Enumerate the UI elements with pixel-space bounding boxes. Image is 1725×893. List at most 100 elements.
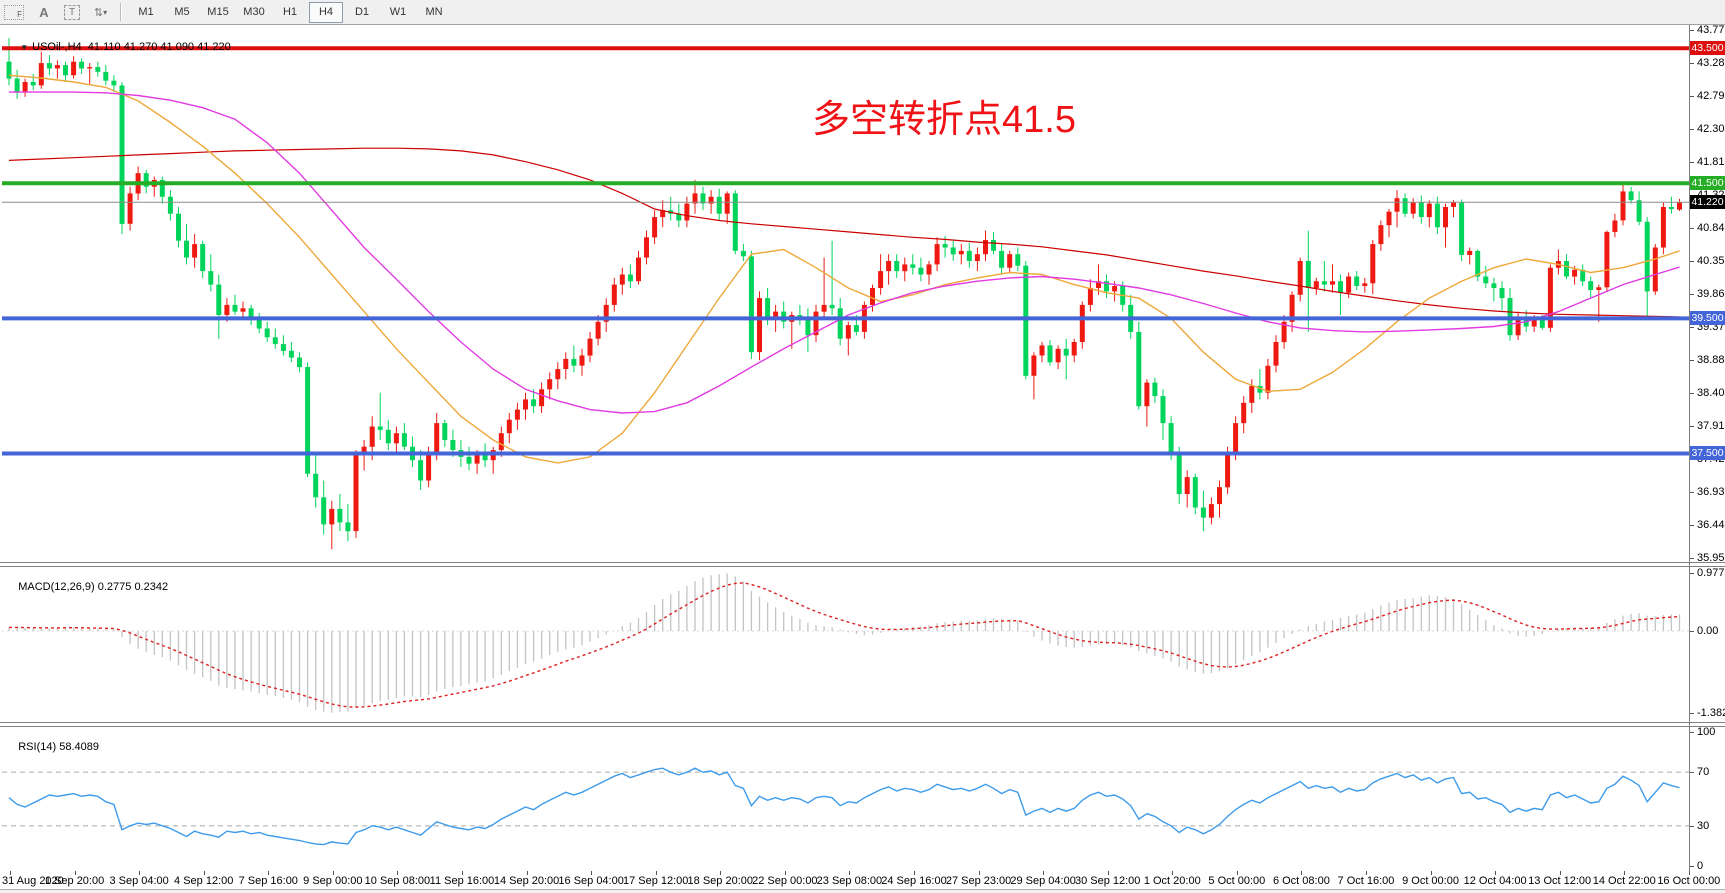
date-tick-mark <box>1043 871 1045 875</box>
rsi-tick-label: 0 <box>1697 860 1704 872</box>
date-tick-label: 29 Sep 04:00 <box>1010 875 1076 887</box>
price-tick-label: 41.810 <box>1697 156 1725 169</box>
timeframe-button-m15[interactable]: M15 <box>207 6 229 18</box>
price-tick-mark <box>1689 294 1694 296</box>
timeframe-button-m30[interactable]: M30 <box>243 6 265 18</box>
price-tick-label: 42.790 <box>1697 90 1725 103</box>
text-icon[interactable]: A <box>39 4 49 20</box>
rsi-tick-label: 100 <box>1697 726 1716 738</box>
date-tick-label: 16 Oct 00:00 <box>1657 875 1721 887</box>
rsi-tick-label: 30 <box>1697 819 1710 832</box>
price-tick-label: 36.930 <box>1697 485 1725 498</box>
price-tick-label: 38.880 <box>1697 354 1725 367</box>
timeframe-button-m5[interactable]: M5 <box>174 6 190 18</box>
text-label-icon[interactable]: T <box>64 4 80 20</box>
date-tick-mark <box>1624 871 1626 875</box>
level-price-badge: 43.500 <box>1690 41 1725 56</box>
date-tick-label: 16 Sep 04:00 <box>558 875 624 887</box>
timeframe-button-d1[interactable]: D1 <box>354 6 370 18</box>
fibonacci-icon[interactable]: F <box>4 4 24 20</box>
arrows-icon[interactable]: ⇅ ▾ <box>93 6 107 19</box>
date-tick-mark <box>10 871 11 875</box>
date-tick-label: 14 Sep 20:00 <box>493 875 560 887</box>
rsi-tick-mark <box>1689 825 1694 827</box>
rsi-line <box>8 767 1680 846</box>
date-tick-mark <box>74 871 76 875</box>
macd-tick-mark <box>1689 712 1694 714</box>
panel-separator-rsi[interactable] <box>0 722 1725 727</box>
dropdown-caret-icon[interactable]: ▾ <box>103 7 107 17</box>
chevron-down-icon[interactable]: ▼ <box>20 43 29 52</box>
price-tick-mark <box>1689 30 1694 31</box>
price-tick-mark <box>1689 327 1694 329</box>
macd-tick-label: -1.382 <box>1697 706 1725 719</box>
rsi-tick-label: 70 <box>1697 766 1710 779</box>
date-tick-mark <box>1107 871 1109 875</box>
date-tick-label: 22 Sep 00:00 <box>752 875 818 887</box>
date-tick-mark <box>849 871 851 875</box>
timeframe-button-w1[interactable]: W1 <box>389 6 407 18</box>
ma-red-line <box>8 147 1680 318</box>
price-tick-mark <box>1689 162 1694 164</box>
date-tick-mark <box>1365 871 1367 875</box>
date-tick-mark <box>139 871 141 875</box>
date-tick-label: 1 Sep 20:00 <box>44 875 105 887</box>
date-tick-mark <box>461 871 463 875</box>
symbol-ohlc-bar[interactable]: ▼ USOil-,H4 41.110 41.270 41.090 41.220 <box>8 29 231 65</box>
macd-tick-mark <box>1689 573 1694 574</box>
date-tick-label: 17 Sep 12:00 <box>622 875 689 887</box>
ma-orange-line <box>8 74 1680 464</box>
date-tick-mark <box>591 871 593 875</box>
date-tick-label: 31 Aug 2020 <box>2 875 64 887</box>
rsi-tick-mark <box>1689 732 1694 733</box>
macd-tick-label: 0.00 <box>1697 625 1719 637</box>
ma-magenta-line <box>9 91 1680 414</box>
timeframe-button-h1[interactable]: H1 <box>282 6 298 18</box>
date-tick-label: 1 Oct 20:00 <box>1143 875 1201 887</box>
date-tick-mark <box>784 871 786 875</box>
date-tick-mark <box>1559 871 1561 875</box>
date-tick-label: 23 Sep 08:00 <box>816 875 883 887</box>
macd-tick-mark <box>1689 631 1694 632</box>
date-tick-label: 18 Sep 20:00 <box>687 875 753 887</box>
price-tick-label: 43.280 <box>1697 57 1725 70</box>
timeframe-button-mn[interactable]: MN <box>425 6 443 18</box>
date-tick-label: 27 Sep 23:00 <box>945 875 1012 887</box>
date-tick-mark <box>526 871 528 875</box>
close-value: 41.220 <box>197 41 231 53</box>
date-tick-mark <box>913 871 915 875</box>
price-tick-label: 40.350 <box>1697 254 1725 267</box>
price-tick-mark <box>1689 525 1694 527</box>
level-price-badge: 39.500 <box>1690 311 1725 326</box>
price-tick-label: 36.440 <box>1697 519 1725 532</box>
date-tick-mark <box>1236 871 1238 875</box>
panel-separator-macd[interactable] <box>0 562 1725 567</box>
timeframe-button-h4[interactable]: H4 <box>309 1 343 23</box>
date-tick-label: 9 Oct 00:00 <box>1402 875 1459 887</box>
price-tick-mark <box>1689 392 1694 394</box>
price-tick-mark <box>1689 491 1694 493</box>
date-tick-mark <box>1495 871 1497 875</box>
date-tick-label: 4 Sep 12:00 <box>174 875 234 887</box>
date-tick-label: 14 Oct 22:00 <box>1592 875 1656 887</box>
date-tick-label: 7 Sep 16:00 <box>238 875 298 887</box>
price-tick-label: 37.910 <box>1697 419 1725 432</box>
date-tick-mark <box>978 871 980 875</box>
price-tick-label: 39.860 <box>1697 288 1725 301</box>
timeframe-button-m1[interactable]: M1 <box>138 6 154 18</box>
date-tick-label: 6 Oct 08:00 <box>1272 875 1330 887</box>
date-tick-label: 13 Oct 12:00 <box>1528 875 1592 887</box>
date-tick-mark <box>655 871 657 875</box>
date-tick-label: 9 Sep 00:00 <box>303 875 363 887</box>
rsi-tick-mark <box>1689 772 1694 774</box>
date-tick-mark <box>1172 871 1174 875</box>
date-tick-label: 24 Sep 16:00 <box>881 875 947 887</box>
price-axis-border <box>1689 25 1690 871</box>
price-tick-label: 38.400 <box>1697 386 1725 399</box>
chart-annotation: 多空转折点41.5 <box>812 99 1076 141</box>
window-bottom-edge <box>0 889 1725 893</box>
date-tick-label: 11 Sep 16:00 <box>429 875 495 887</box>
date-tick-label: 5 Oct 00:00 <box>1208 875 1266 887</box>
